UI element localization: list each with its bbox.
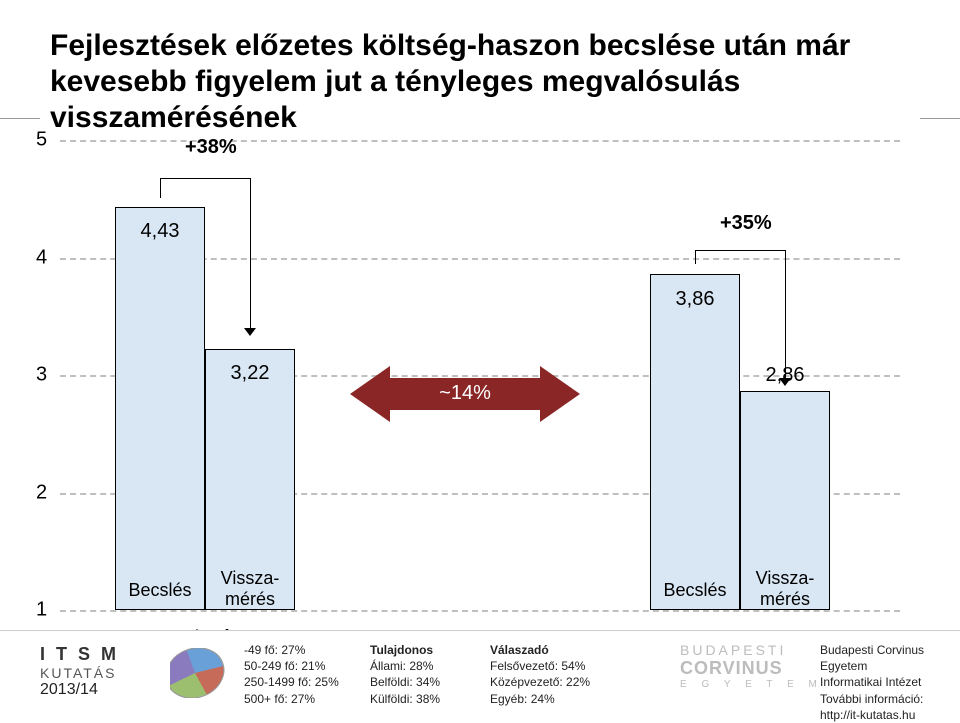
bar-chart: 5 4 3 2 1 +38% 4,43 3,22 Becslés Vissza-… xyxy=(60,140,900,610)
minta-row-2: 250-1499 fő: 25% xyxy=(244,674,339,690)
foot-col-valaszado: Válaszadó Felsővezető: 54% Középvezető: … xyxy=(490,642,590,707)
minta-row-3: 500+ fő: 27% xyxy=(244,691,339,707)
bar-koltseg-becsles xyxy=(115,207,205,610)
right-row-0: Budapesti Corvinus Egyetem xyxy=(820,642,960,674)
slide: Fejlesztések előzetes költség-haszon bec… xyxy=(0,0,960,720)
valaszado-title: Válaszadó xyxy=(490,642,590,658)
connector-k-h xyxy=(160,178,250,179)
pct-label-koltseg: +38% xyxy=(185,136,237,159)
itsm-line3: 2013/14 xyxy=(40,681,119,699)
right-row-1: Informatikai Intézet xyxy=(820,674,960,690)
right-row-3: http://it-kutatas.hu xyxy=(820,707,960,723)
arrowhead-k xyxy=(244,328,256,336)
foot-col-tulajdonos: Tulajdonos Állami: 28% Belföldi: 34% Kül… xyxy=(370,642,440,707)
ytick-3: 3 xyxy=(36,364,47,387)
ytick-4: 4 xyxy=(36,246,47,269)
valaszado-row-1: Középvezető: 22% xyxy=(490,674,590,690)
sublabel-k1: Becslés xyxy=(115,580,205,601)
connector-h-v1 xyxy=(695,250,696,264)
gap-arrow: ~14% xyxy=(350,366,580,422)
valaszado-row-2: Egyéb: 24% xyxy=(490,691,590,707)
tulajdonos-row-2: Külföldi: 38% xyxy=(370,691,440,707)
bar-label-h1: 3,86 xyxy=(650,288,740,311)
pct-label-haszon: +35% xyxy=(720,212,772,235)
bar-label-h2: 2,86 xyxy=(740,364,830,387)
bar-label-k1: 4,43 xyxy=(115,220,205,243)
bar-label-k2: 3,22 xyxy=(205,362,295,385)
page-title: Fejlesztések előzetes költség-haszon bec… xyxy=(50,28,910,136)
sublabel-h1: Becslés xyxy=(650,580,740,601)
pie-chart-icon xyxy=(170,648,234,698)
sublabel-k2: Vissza- mérés xyxy=(205,568,295,610)
ytick-1: 1 xyxy=(36,599,47,622)
connector-h-v2 xyxy=(785,250,786,378)
itsm-block: I T S M KUTATÁS 2013/14 xyxy=(40,644,119,699)
bar-haszon-becsles xyxy=(650,274,740,610)
title-bg: Fejlesztések előzetes költség-haszon bec… xyxy=(40,22,920,144)
foot-col-minta: -49 fő: 27% 50-249 fő: 21% 250-1499 fő: … xyxy=(244,642,339,707)
footer-divider xyxy=(0,630,960,631)
tulajdonos-title: Tulajdonos xyxy=(370,642,440,658)
connector-k-v1 xyxy=(160,178,161,198)
gap-arrow-label: ~14% xyxy=(350,382,580,405)
footer-right: Budapesti Corvinus Egyetem Informatikai … xyxy=(820,642,960,723)
ytick-2: 2 xyxy=(36,481,47,504)
valaszado-row-0: Felsővezető: 54% xyxy=(490,658,590,674)
corv-line3: E G Y E T E M xyxy=(680,679,823,690)
sublabel-h2: Vissza- mérés xyxy=(740,568,830,610)
corv-line2: CORVINUS xyxy=(680,658,823,679)
tulajdonos-row-0: Állami: 28% xyxy=(370,658,440,674)
grid-1 xyxy=(60,610,900,612)
connector-h-h xyxy=(695,250,785,251)
footer: I T S M KUTATÁS 2013/14 -49 fő: 27% 50-2… xyxy=(0,630,960,720)
tulajdonos-row-1: Belföldi: 34% xyxy=(370,674,440,690)
corv-line1: BUDAPESTI xyxy=(680,642,823,658)
itsm-line2: KUTATÁS xyxy=(40,665,119,681)
ytick-5: 5 xyxy=(36,129,47,152)
right-row-2: További információ: xyxy=(820,691,960,707)
corvinus-logo-text: BUDAPESTI CORVINUS E G Y E T E M xyxy=(680,642,823,690)
itsm-line1: I T S M xyxy=(40,644,119,665)
connector-k-v2 xyxy=(250,178,251,328)
title-region: Fejlesztések előzetes költség-haszon bec… xyxy=(40,22,920,144)
minta-row-1: 50-249 fő: 21% xyxy=(244,658,339,674)
minta-row-0: -49 fő: 27% xyxy=(244,642,339,658)
